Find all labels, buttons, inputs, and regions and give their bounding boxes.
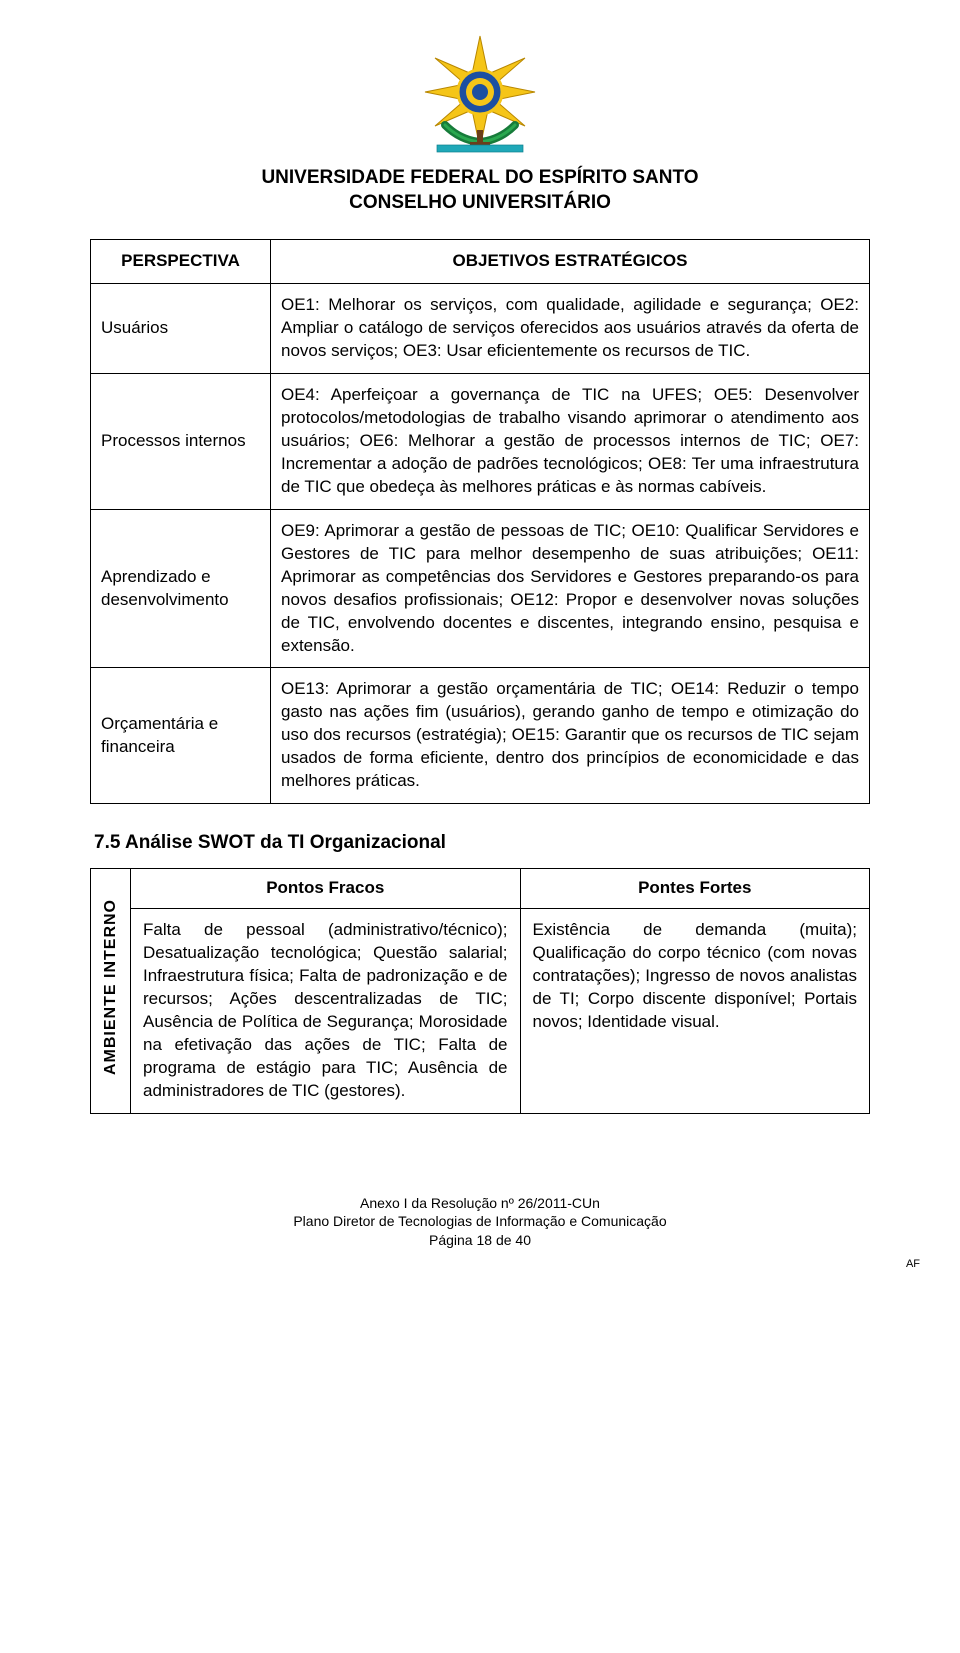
objectives-cell: OE13: Aprimorar a gestão orçamentária de…: [271, 668, 870, 804]
section-heading: 7.5 Análise SWOT da TI Organizacional: [94, 832, 870, 854]
perspective-cell: Aprendizado e desenvolvimento: [91, 509, 271, 668]
document-header: UNIVERSIDADE FEDERAL DO ESPÍRITO SANTO C…: [90, 30, 870, 215]
corner-mark: AF: [906, 1258, 920, 1270]
table-row: Aprendizado e desenvolvimento OE9: Aprim…: [91, 509, 870, 668]
objectives-cell: OE4: Aperfeiçoar a governança de TIC na …: [271, 374, 870, 510]
swot-weak-cell: Falta de pessoal (administrativo/técnico…: [131, 909, 521, 1114]
footer-line: Plano Diretor de Tecnologias de Informaç…: [90, 1212, 870, 1231]
footer-line: Página 18 de 40: [90, 1231, 870, 1250]
national-crest-icon: [415, 30, 545, 160]
perspective-cell: Usuários: [91, 284, 271, 374]
swot-header-weak: Pontos Fracos: [131, 869, 521, 909]
objectives-cell: OE1: Melhorar os serviços, com qualidade…: [271, 284, 870, 374]
page-footer: Anexo I da Resolução nº 26/2011-CUn Plan…: [90, 1194, 870, 1251]
swot-env-label: AMBIENTE INTERNO: [100, 899, 122, 1075]
footer-line: Anexo I da Resolução nº 26/2011-CUn: [90, 1194, 870, 1213]
objectives-cell: OE9: Aprimorar a gestão de pessoas de TI…: [271, 509, 870, 668]
table-row: Orçamentária e financeira OE13: Aprimora…: [91, 668, 870, 804]
table-header-objectives: OBJETIVOS ESTRATÉGICOS: [271, 240, 870, 284]
swot-strong-cell: Existência de demanda (muita); Qualifica…: [520, 909, 870, 1114]
council-name: CONSELHO UNIVERSITÁRIO: [90, 191, 870, 216]
swot-header-strong: Pontes Fortes: [520, 869, 870, 909]
document-page: UNIVERSIDADE FEDERAL DO ESPÍRITO SANTO C…: [0, 0, 960, 1290]
perspective-cell: Orçamentária e financeira: [91, 668, 271, 804]
university-name: UNIVERSIDADE FEDERAL DO ESPÍRITO SANTO: [90, 166, 870, 191]
swot-env-label-cell: AMBIENTE INTERNO: [91, 869, 131, 1113]
table-row: Usuários OE1: Melhorar os serviços, com …: [91, 284, 870, 374]
objectives-table: PERSPECTIVA OBJETIVOS ESTRATÉGICOS Usuár…: [90, 239, 870, 804]
swot-table: AMBIENTE INTERNO Pontos Fracos Pontes Fo…: [90, 868, 870, 1113]
perspective-cell: Processos internos: [91, 374, 271, 510]
table-row: Processos internos OE4: Aperfeiçoar a go…: [91, 374, 870, 510]
table-header-perspective: PERSPECTIVA: [91, 240, 271, 284]
